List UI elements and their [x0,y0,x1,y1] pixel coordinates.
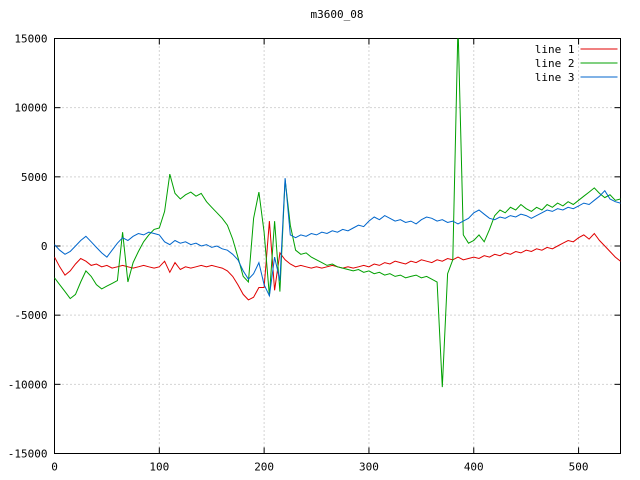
y-tick-label: 10000 [14,102,47,115]
y-tick-label: 15000 [14,33,47,46]
x-tick-label: 100 [149,461,169,474]
legend-label-1: line 1 [535,43,575,56]
y-tick-label: -15000 [8,448,48,461]
series-line-1 [54,221,621,301]
x-tick-label: 300 [359,461,379,474]
legend-label-2: line 2 [535,57,575,70]
y-tick-label: -10000 [8,378,48,391]
legend-label-3: line 3 [535,71,575,84]
x-tick-label: 500 [569,461,589,474]
plot-border [54,38,621,454]
series-line-3 [54,178,621,298]
x-tick-label: 400 [464,461,484,474]
y-tick-label: 0 [41,240,48,253]
y-tick-label: -5000 [14,309,47,322]
x-tick-label: 0 [51,461,58,474]
chart-title: m3600_08 [310,8,364,21]
series-line-2 [54,38,621,388]
x-tick-label: 200 [254,461,274,474]
y-tick-label: 5000 [21,171,48,184]
